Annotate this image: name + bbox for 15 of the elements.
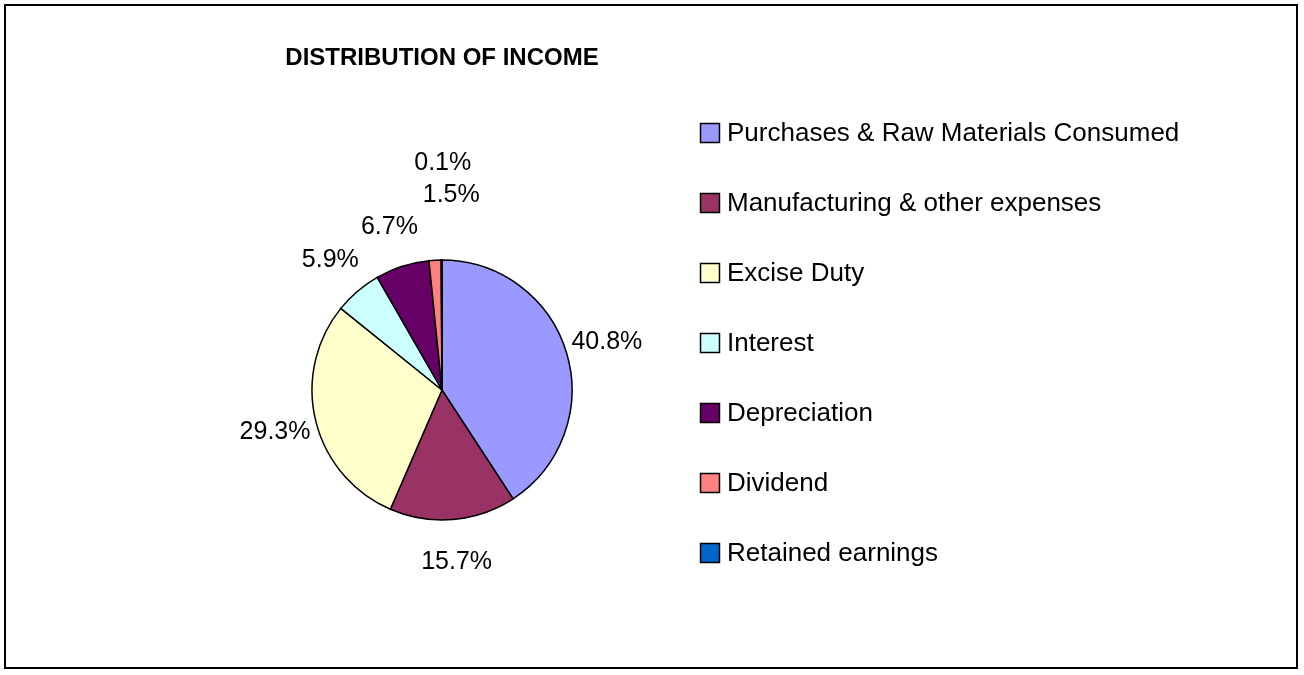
data-label: 0.1% [414,147,472,175]
legend-label: Depreciation [727,397,873,427]
data-label: 15.7% [421,546,493,575]
data-label: 6.7% [360,211,418,240]
chart-title: DISTRIBUTION OF INCOME [285,43,599,70]
legend-label: Dividend [727,467,829,497]
data-label: 29.3% [239,416,311,445]
data-label: 5.9% [301,244,359,273]
legend-label: Purchases & Raw Materials Consumed [727,117,1180,147]
data-label: 1.5% [422,179,480,208]
legend-label: Excise Duty [727,257,865,287]
data-label: 40.8% [571,325,643,354]
legend-label: Manufacturing & other expenses [727,187,1102,217]
legend-label: Retained earnings [727,537,939,567]
legend-label: Interest [727,327,815,357]
